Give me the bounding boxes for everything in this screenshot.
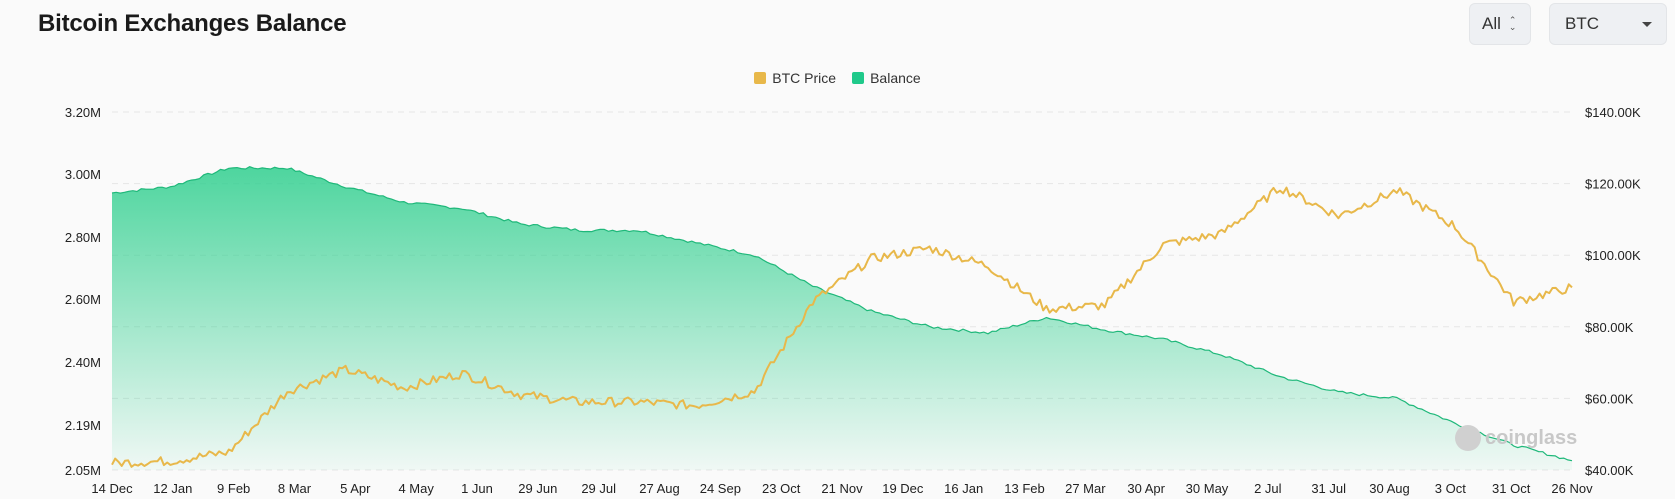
x-tick-label: 27 Aug [639,481,680,496]
y-left-tick-label: 2.60M [65,292,101,307]
x-tick-label: 30 May [1186,481,1229,496]
y-left-tick-label: 2.05M [65,463,101,478]
x-tick-label: 30 Apr [1127,481,1165,496]
x-tick-label: 1 Jun [461,481,493,496]
y-right-tick-label: $40.00K [1585,463,1634,478]
y-left-tick-label: 2.80M [65,230,101,245]
legend-item-balance[interactable]: Balance [852,70,921,86]
legend-label-price: BTC Price [772,70,837,86]
y-right-tick-label: $60.00K [1585,391,1634,406]
x-tick-label: 26 Nov [1551,481,1593,496]
balance-area [112,166,1572,470]
legend-swatch-price [754,72,767,84]
coin-select-value: BTC [1565,14,1599,33]
y-left-tick-label: 2.40M [65,355,101,370]
balance-line [111,166,1573,462]
x-tick-label: 24 Sep [700,481,741,496]
x-tick-label: 30 Aug [1369,481,1410,496]
x-tick-label: 19 Dec [882,481,924,496]
x-tick-label: 4 May [398,481,434,496]
x-tick-label: 5 Apr [340,481,371,496]
legend-label-balance: Balance [870,70,921,86]
x-tick-label: 27 Mar [1065,481,1106,496]
x-tick-label: 23 Oct [762,481,801,496]
y-right-tick-label: $80.00K [1585,320,1634,335]
coinglass-logo-icon [1455,425,1481,451]
x-tick-label: 14 Dec [91,481,133,496]
coin-select[interactable]: BTC [1549,3,1667,45]
x-tick-label: 21 Nov [821,481,863,496]
x-tick-label: 31 Jul [1311,481,1346,496]
y-right-tick-label: $120.00K [1585,177,1641,192]
x-tick-label: 29 Jul [581,481,616,496]
chart-legend: BTC Price Balance [0,70,1675,86]
x-tick-label: 8 Mar [278,481,312,496]
chevron-down-icon [1642,21,1652,27]
x-tick-label: 9 Feb [217,481,250,496]
btc-price-line [111,186,1573,468]
x-tick-label: 12 Jan [153,481,192,496]
x-tick-label: 3 Oct [1435,481,1466,496]
x-tick-label: 31 Oct [1492,481,1531,496]
y-left-tick-label: 3.20M [65,105,101,120]
y-left-tick-label: 3.00M [65,167,101,182]
x-tick-label: 13 Feb [1004,481,1044,496]
range-select[interactable]: All ⌃ ⌄ [1469,3,1531,45]
legend-swatch-balance [852,72,865,84]
watermark: coinglass [1455,425,1577,451]
updown-icon: ⌃ ⌄ [1508,15,1517,32]
legend-item-price[interactable]: BTC Price [754,70,836,86]
x-tick-label: 16 Jan [944,481,983,496]
x-tick-label: 29 Jun [518,481,557,496]
range-select-value: All [1482,14,1501,33]
x-tick-label: 2 Jul [1254,481,1282,496]
watermark-text: coinglass [1485,426,1578,449]
y-right-tick-label: $140.00K [1585,105,1641,120]
y-right-tick-label: $100.00K [1585,248,1641,263]
chart-controls: All ⌃ ⌄ BTC [1469,3,1667,45]
page-title: Bitcoin Exchanges Balance [38,10,347,37]
y-left-tick-label: 2.19M [65,418,101,433]
